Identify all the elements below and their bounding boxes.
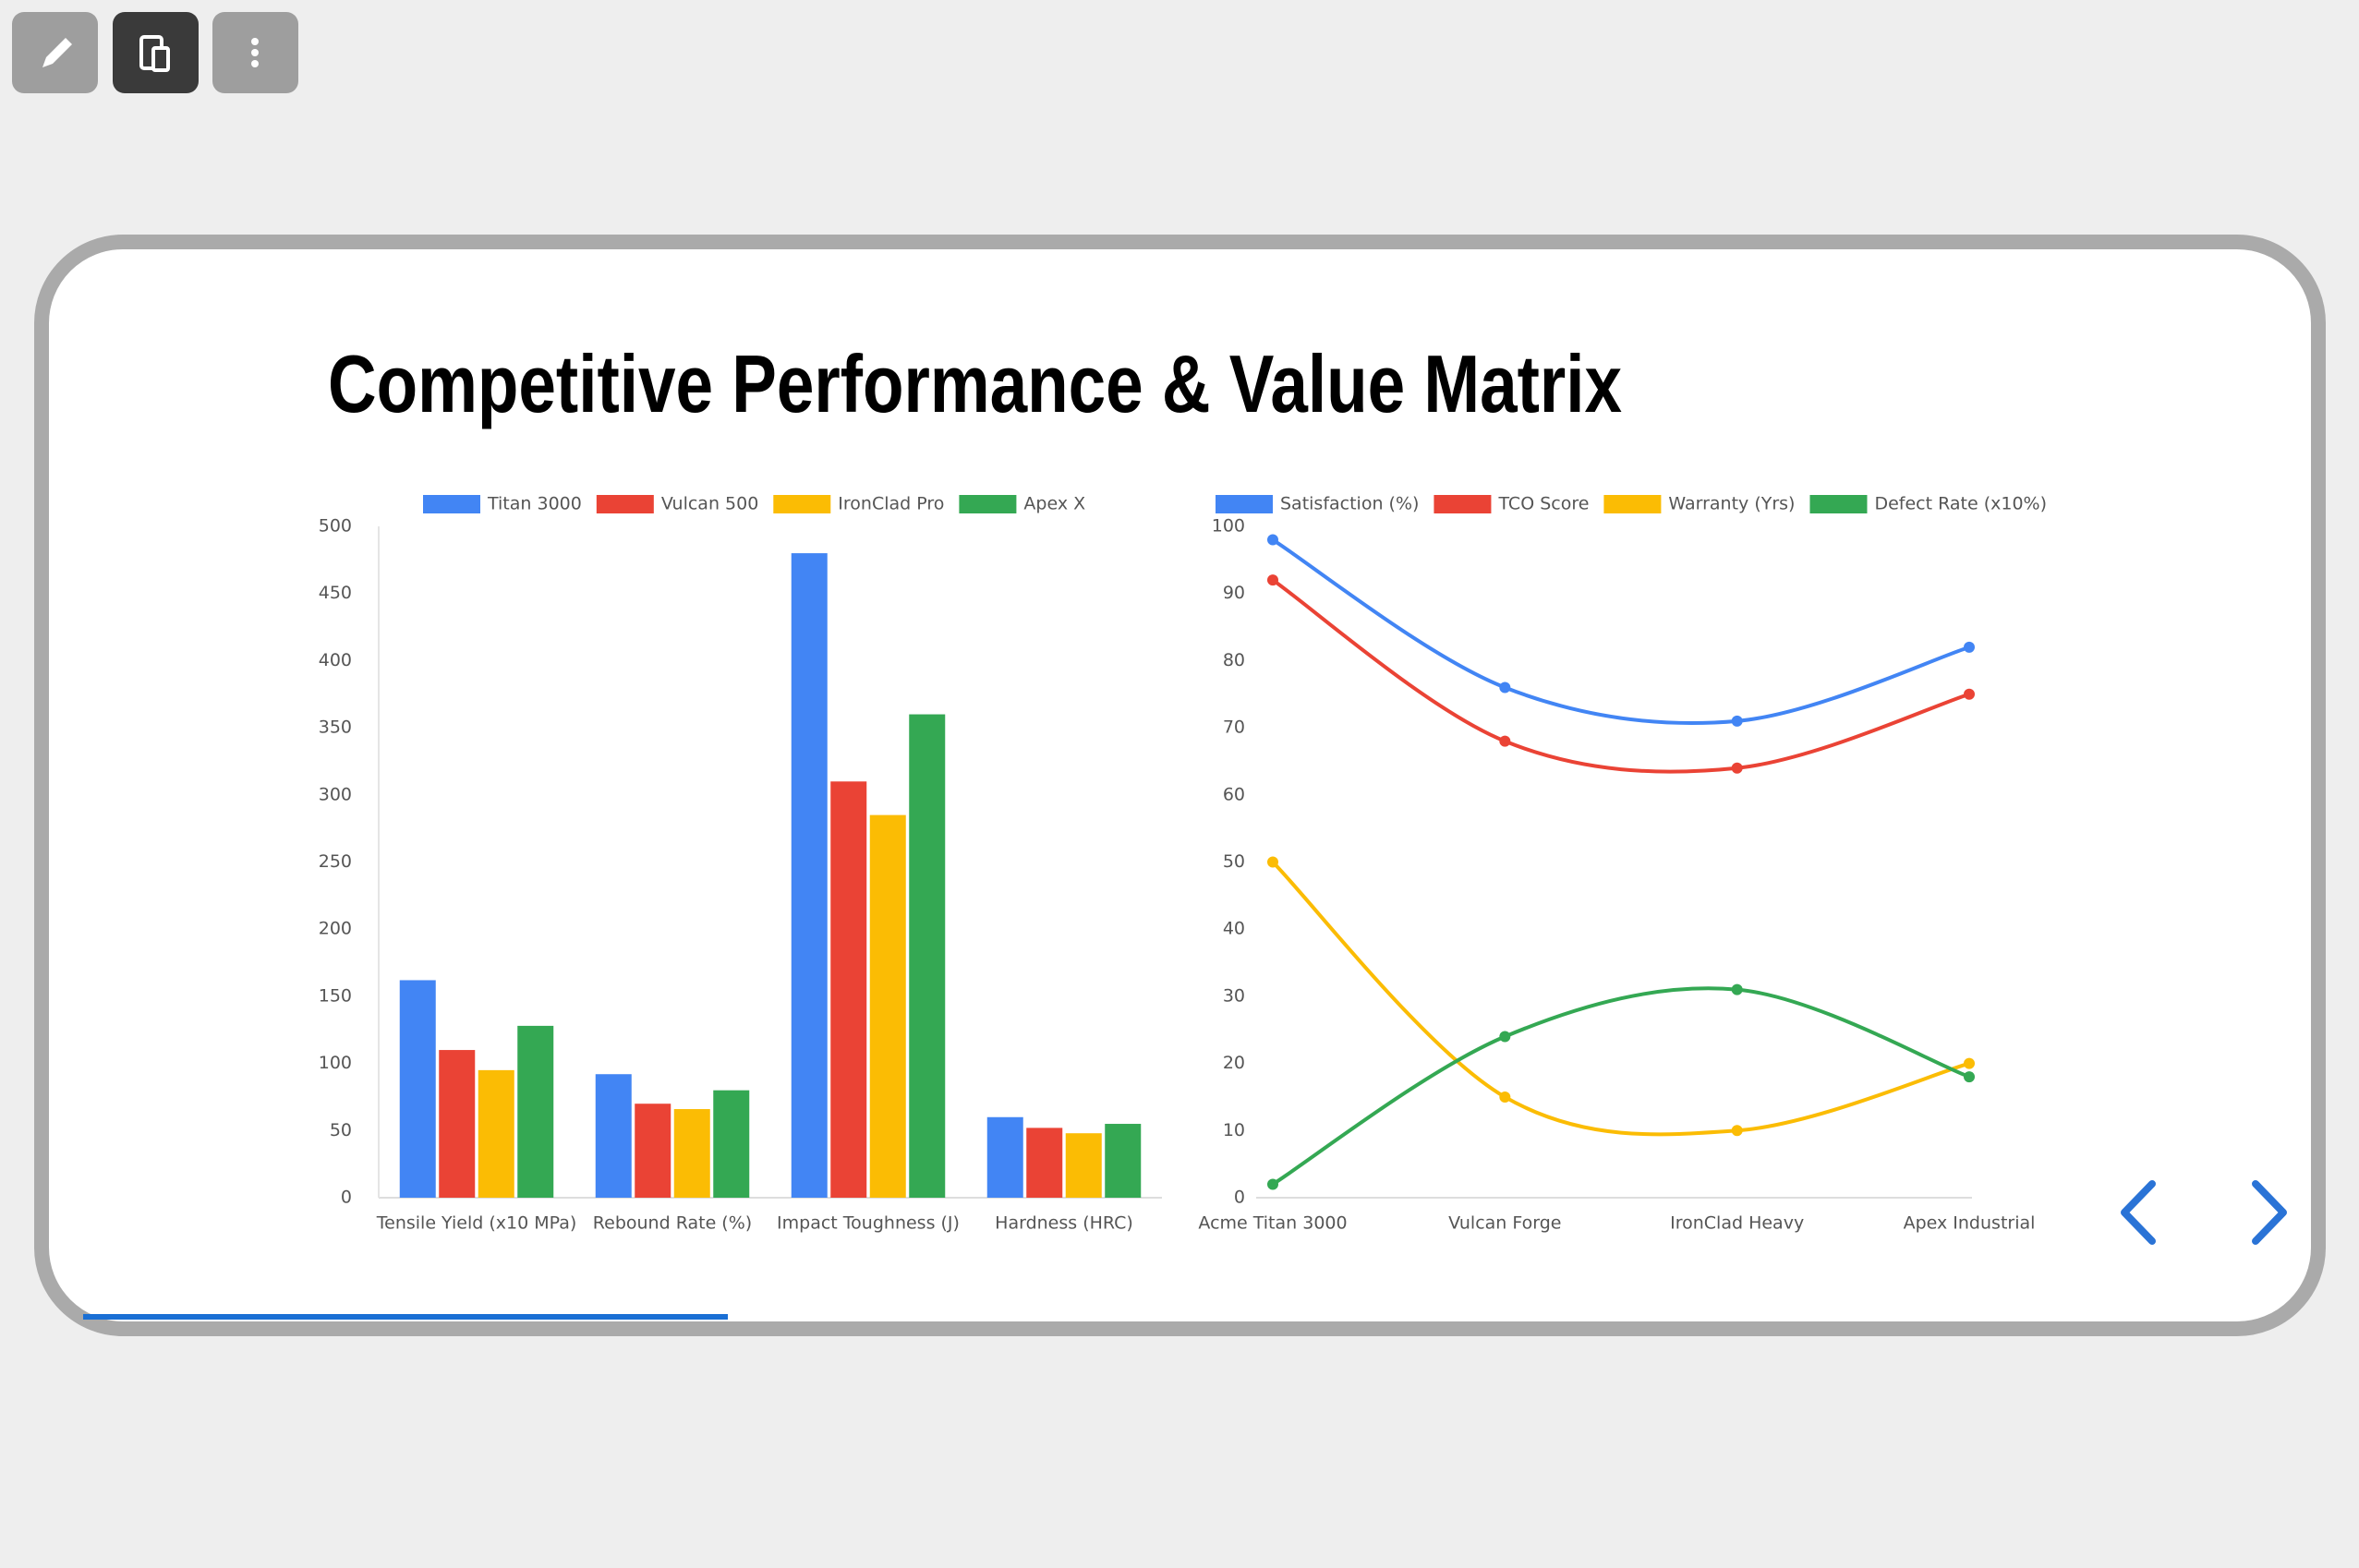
bar <box>478 1069 514 1198</box>
line-point <box>1499 681 1511 694</box>
y-tick-label: 350 <box>319 718 352 738</box>
y-tick-label: 200 <box>319 919 352 939</box>
bar <box>1026 1128 1063 1198</box>
bar <box>517 1025 554 1198</box>
y-tick-label: 300 <box>319 784 352 804</box>
line-series <box>1271 578 1970 774</box>
legend-label: Satisfaction (%) <box>1280 494 1419 514</box>
x-tick-label: Impact Toughness (J) <box>777 1213 960 1234</box>
y-tick-label: 30 <box>1223 985 1245 1006</box>
y-tick-label: 400 <box>319 650 352 670</box>
bar <box>635 1104 671 1198</box>
legend-label: Apex X <box>1023 494 1085 514</box>
line-point <box>1499 1031 1511 1043</box>
x-tick-label: Apex Industrial <box>1904 1213 2036 1234</box>
y-tick-label: 0 <box>1234 1188 1245 1208</box>
y-tick-label: 80 <box>1223 650 1245 670</box>
legend-label: IronClad Pro <box>838 494 944 514</box>
legend-swatch <box>596 495 654 513</box>
bar <box>986 1116 1023 1198</box>
slide-title: Competitive Performance & Value Matrix <box>328 338 1622 429</box>
y-tick-label: 10 <box>1223 1120 1245 1140</box>
x-tick-label: Rebound Rate (%) <box>593 1213 752 1234</box>
legend-swatch <box>1434 495 1492 513</box>
bar <box>439 1050 476 1198</box>
line-point <box>1267 534 1278 546</box>
x-tick-label: Vulcan Forge <box>1448 1213 1561 1234</box>
y-tick-label: 20 <box>1223 1053 1245 1073</box>
device-button[interactable] <box>113 12 199 93</box>
line-point <box>1267 856 1278 868</box>
legend-swatch <box>1603 495 1662 513</box>
legend-swatch <box>1809 495 1868 513</box>
legend-label: Vulcan 500 <box>661 494 758 514</box>
line-point <box>1731 1125 1743 1137</box>
bar <box>673 1109 710 1198</box>
next-button[interactable] <box>2252 1180 2287 1245</box>
more-button[interactable] <box>212 12 298 93</box>
bar <box>791 553 828 1198</box>
y-tick-label: 40 <box>1223 919 1245 939</box>
y-tick-label: 50 <box>330 1120 352 1140</box>
line-point <box>1499 1091 1511 1103</box>
line-point <box>1731 715 1743 727</box>
legend-swatch <box>773 495 831 513</box>
legend-swatch <box>423 495 480 513</box>
x-tick-label: Tensile Yield (x10 MPa) <box>376 1213 577 1234</box>
y-tick-label: 70 <box>1223 718 1245 738</box>
x-tick-label: Acme Titan 3000 <box>1198 1213 1347 1234</box>
bar <box>909 714 946 1198</box>
line-point <box>1964 1071 1975 1083</box>
progress-bar <box>83 1314 728 1320</box>
edit-button[interactable] <box>12 12 98 93</box>
legend-label: Titan 3000 <box>487 494 582 514</box>
legend-label: Warranty (Yrs) <box>1668 494 1795 514</box>
line-series <box>1271 537 1970 725</box>
toolbar <box>12 12 298 93</box>
y-tick-label: 250 <box>319 851 352 872</box>
y-tick-label: 90 <box>1223 583 1245 603</box>
line-point <box>1964 641 1975 653</box>
line-point <box>1267 1178 1278 1190</box>
line-point <box>1964 1057 1975 1069</box>
bar <box>1065 1133 1102 1198</box>
line-point <box>1267 574 1278 586</box>
y-tick-label: 150 <box>319 985 352 1006</box>
legend-swatch <box>1216 495 1273 513</box>
bar <box>595 1074 632 1198</box>
legend-label: Defect Rate (x10%) <box>1874 494 2047 514</box>
y-tick-label: 100 <box>1212 516 1245 537</box>
y-tick-label: 500 <box>319 516 352 537</box>
bar <box>830 781 867 1198</box>
y-tick-label: 100 <box>319 1053 352 1073</box>
y-tick-label: 450 <box>319 583 352 603</box>
line-point <box>1499 735 1511 747</box>
x-tick-label: IronClad Heavy <box>1670 1213 1804 1234</box>
slide-frame <box>34 235 2326 1336</box>
legend-swatch <box>959 495 1017 513</box>
line-point <box>1964 688 1975 700</box>
bar <box>399 980 436 1198</box>
bar <box>869 814 906 1198</box>
bar <box>713 1090 750 1198</box>
x-tick-label: Hardness (HRC) <box>995 1213 1133 1234</box>
y-tick-label: 50 <box>1223 851 1245 872</box>
line-series <box>1271 986 1970 1187</box>
legend-label: TCO Score <box>1497 494 1589 514</box>
line-point <box>1731 762 1743 774</box>
prev-button[interactable] <box>2121 1180 2156 1245</box>
bar <box>1105 1124 1142 1198</box>
line-point <box>1731 983 1743 995</box>
y-tick-label: 0 <box>341 1188 352 1208</box>
line-series <box>1271 861 1970 1137</box>
y-tick-label: 60 <box>1223 784 1245 804</box>
